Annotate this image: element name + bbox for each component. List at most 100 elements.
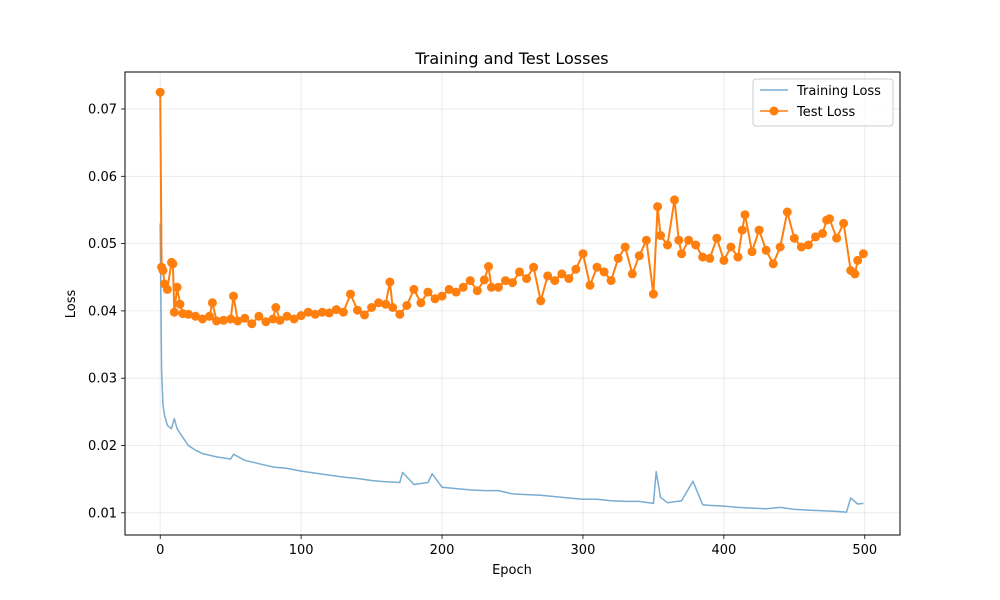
data-point-test-loss [254, 311, 264, 321]
plot-frame [124, 71, 901, 536]
legend-label-training-loss: Training Loss [796, 84, 881, 99]
y-tick-label: 0.07 [88, 103, 117, 118]
data-point-test-loss [508, 278, 517, 288]
data-point-test-loss [275, 315, 285, 325]
data-point-test-loss [719, 255, 729, 265]
data-point-test-loss [839, 218, 849, 228]
data-point-test-loss [674, 235, 684, 245]
data-point-test-loss [367, 303, 377, 312]
data-point-test-loss [451, 287, 461, 297]
x-axis: 0 100 200 300 400 500 [156, 535, 877, 558]
data-point-test-loss [271, 303, 281, 312]
data-point-test-loss [198, 314, 207, 324]
data-point-test-loss [627, 269, 637, 279]
data-point-test-loss [261, 317, 271, 327]
y-axis: 0.01 0.02 0.03 0.04 0.05 0.06 0.07 [88, 103, 125, 521]
data-point-test-loss [705, 253, 715, 263]
data-point-test-loss [501, 276, 510, 286]
legend-label-test-loss: Test Loss [796, 105, 855, 120]
data-point-test-loss [374, 298, 384, 308]
data-point-test-loss [585, 280, 595, 290]
x-tick-label: 500 [852, 543, 877, 558]
y-tick-label: 0.02 [88, 439, 117, 454]
data-point-test-loss [543, 271, 553, 281]
series-line-training-loss [159, 223, 864, 513]
data-point-test-loss [479, 275, 489, 285]
data-point-test-loss [423, 287, 433, 297]
data-point-test-loss [578, 249, 588, 259]
data-point-test-loss [592, 262, 602, 272]
data-point-test-loss [613, 253, 623, 263]
data-point-test-loss [229, 291, 238, 301]
data-point-test-loss [226, 314, 236, 324]
data-point-test-loss [472, 286, 482, 296]
data-point-test-loss [360, 310, 369, 320]
data-point-test-loss [663, 240, 672, 250]
data-point-test-loss [825, 214, 834, 224]
data-point-test-loss [484, 262, 493, 271]
data-point-test-loss [207, 298, 217, 308]
x-tick-label: 400 [711, 543, 736, 558]
data-point-test-loss [858, 249, 868, 259]
data-point-test-loss [796, 242, 806, 252]
data-point-test-loss [515, 267, 524, 277]
data-point-test-loss [818, 229, 827, 238]
data-point-test-loss [402, 301, 412, 310]
data-point-test-loss [486, 282, 496, 292]
data-point-test-loss [416, 298, 426, 308]
data-point-test-loss [768, 259, 778, 269]
data-point-test-loss [409, 284, 419, 294]
data-point-test-loss [850, 269, 860, 279]
data-point-test-loss [775, 242, 785, 252]
data-point-test-loss [599, 267, 609, 277]
legend: Training Loss Test Loss [752, 78, 894, 127]
data-point-test-loss [653, 202, 663, 212]
data-point-test-loss [268, 314, 278, 324]
data-point-test-loss [803, 240, 813, 250]
data-point-test-loss [550, 276, 560, 286]
data-point-test-loss [698, 252, 708, 262]
data-point-test-loss [155, 87, 165, 97]
data-point-test-loss [437, 291, 447, 301]
y-tick-label: 0.05 [88, 237, 117, 252]
data-point-test-loss [158, 266, 168, 275]
data-point-test-loss [853, 255, 863, 265]
y-tick-label: 0.03 [88, 372, 117, 387]
data-point-test-loss [712, 233, 722, 243]
y-tick-label: 0.04 [88, 304, 117, 319]
data-point-test-loss [444, 284, 454, 294]
x-tick-label: 300 [571, 543, 596, 558]
y-tick-label: 0.01 [88, 506, 117, 521]
x-tick-label: 0 [156, 543, 164, 558]
data-point-test-loss [458, 282, 468, 292]
grid [125, 72, 900, 535]
data-point-test-loss [670, 195, 679, 205]
data-point-test-loss [395, 309, 405, 319]
data-point-test-loss [172, 282, 182, 292]
data-point-test-loss [747, 247, 757, 257]
data-point-test-loss [388, 303, 398, 312]
data-point-test-loss [191, 311, 200, 321]
y-axis-label: Loss [64, 290, 79, 319]
data-point-test-loss [656, 231, 665, 240]
data-point-test-loss [691, 240, 701, 250]
data-point-test-loss [331, 305, 341, 315]
data-point-test-loss [465, 276, 475, 286]
data-point-test-loss [522, 274, 532, 284]
data-point-test-loss [338, 307, 348, 317]
data-point-test-loss [634, 251, 644, 261]
data-point-test-loss [219, 315, 229, 325]
data-point-test-loss [571, 264, 581, 274]
data-point-test-loss [324, 308, 334, 318]
data-point-test-loss [493, 282, 503, 292]
chart-title: Training and Test Losses [414, 49, 608, 68]
legend-marker-test-loss [769, 106, 779, 116]
data-point-test-loss [289, 314, 299, 324]
data-point-test-loss [430, 294, 440, 304]
data-point-test-loss [832, 233, 842, 243]
data-point-test-loss [385, 277, 395, 287]
data-point-test-loss [620, 242, 630, 252]
data-point-test-loss [606, 276, 616, 286]
data-point-test-loss [564, 274, 574, 284]
